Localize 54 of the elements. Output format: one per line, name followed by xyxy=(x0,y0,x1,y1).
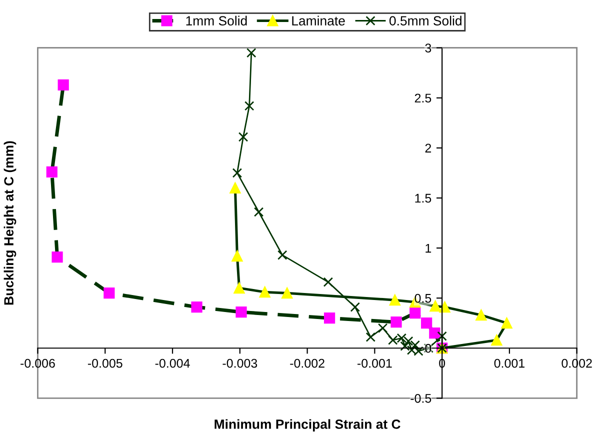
x-tick-label: 0.001 xyxy=(494,358,524,368)
point xyxy=(246,48,256,58)
point xyxy=(437,331,447,341)
point xyxy=(350,302,360,312)
x-tick-label: -0.004 xyxy=(155,358,190,368)
x-axis-title: Minimum Principal Strain at C xyxy=(214,419,400,432)
point xyxy=(389,294,400,306)
y-tick-label: 0.5 xyxy=(414,294,432,303)
point xyxy=(282,288,293,299)
point xyxy=(46,166,58,178)
point xyxy=(58,79,69,90)
point xyxy=(232,168,242,178)
x-tick-label: -0.002 xyxy=(290,358,324,368)
y-tick-label: 2 xyxy=(425,144,432,152)
point xyxy=(104,288,115,299)
point xyxy=(366,332,376,342)
point xyxy=(421,318,432,329)
point xyxy=(404,336,414,346)
point xyxy=(244,101,254,111)
point xyxy=(232,250,243,262)
point xyxy=(501,318,512,329)
point xyxy=(476,310,487,321)
point xyxy=(378,323,388,333)
point xyxy=(254,207,264,217)
legend-label: Laminate xyxy=(292,16,345,26)
point xyxy=(259,286,270,298)
point xyxy=(238,132,248,142)
point xyxy=(410,308,421,319)
legend-label: 0.5mm Solid xyxy=(389,16,462,26)
x-tick-label: 0.002 xyxy=(562,358,592,368)
y-tick-label: 3 xyxy=(425,44,432,53)
point xyxy=(323,277,334,287)
y-tick-label: 1 xyxy=(426,244,432,253)
y-axis-title: Buckling Height at C (mm) xyxy=(4,141,16,305)
point xyxy=(324,312,336,324)
point xyxy=(52,251,63,263)
y-tick-label: -0.5 xyxy=(410,394,432,403)
point xyxy=(236,306,247,318)
point xyxy=(234,282,245,294)
point xyxy=(491,334,502,346)
x-tick-label: -0.001 xyxy=(358,358,392,368)
point xyxy=(439,302,450,313)
point xyxy=(277,250,288,260)
point xyxy=(430,300,441,312)
y-tick-label: 1.5 xyxy=(415,194,432,203)
legend-label: 1mm Solid xyxy=(186,16,247,26)
x-tick-label: -0.006 xyxy=(20,358,55,368)
x-tick-label: -0.003 xyxy=(222,358,258,368)
point xyxy=(390,316,402,328)
point xyxy=(429,328,440,339)
y-tick-label: 2.5 xyxy=(414,94,432,103)
point xyxy=(230,182,241,194)
point xyxy=(191,302,202,313)
x-tick-label: -0.005 xyxy=(88,358,122,368)
